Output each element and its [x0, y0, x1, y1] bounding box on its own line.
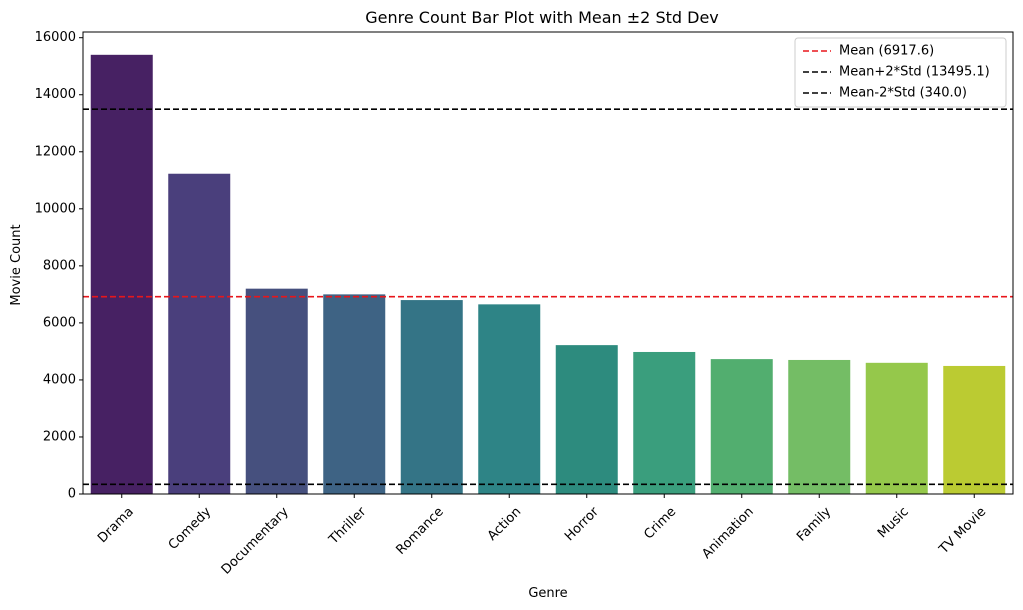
bar-tv-movie — [943, 365, 1006, 494]
bar-drama — [90, 54, 153, 494]
legend-label: Mean+2*Std (13495.1) — [839, 65, 990, 80]
y-tick-label: 6000 — [43, 315, 76, 330]
x-tick-label: Horror — [562, 504, 602, 544]
x-tick-label: Music — [875, 504, 912, 541]
y-tick-label: 10000 — [35, 201, 76, 216]
x-tick-label: Crime — [641, 504, 679, 542]
y-tick-label: 12000 — [35, 144, 76, 159]
bar-thriller — [323, 294, 386, 494]
legend-label: Mean (6917.6) — [839, 44, 934, 59]
y-tick-label: 14000 — [35, 87, 76, 102]
legend-label: Mean-2*Std (340.0) — [839, 86, 967, 101]
x-tick-label: Documentary — [219, 504, 292, 577]
legend: Mean (6917.6) Mean+2*Std (13495.1) Mean-2*… — [794, 37, 1007, 108]
x-tick-label: Animation — [699, 504, 756, 561]
bar-romance — [400, 300, 463, 494]
x-tick-label: Comedy — [166, 504, 215, 553]
plot-area: Drama Comedy Documentary Thriller Romance Act… — [35, 30, 1014, 578]
x-tick-label: TV Movie — [936, 504, 989, 557]
plot-frame — [82, 31, 1014, 495]
bar-comedy — [168, 173, 231, 494]
y-tick-label: 8000 — [43, 258, 76, 273]
bar-music — [865, 362, 928, 494]
bar-action — [478, 304, 541, 494]
x-tick-label: Romance — [393, 504, 446, 557]
bar-crime — [633, 351, 696, 494]
bar-documentary — [245, 288, 308, 494]
y-tick-label: 16000 — [35, 30, 76, 45]
y-axis-label: Movie Count — [9, 224, 24, 305]
x-tick-label: Thriller — [326, 504, 370, 548]
x-tick-label: Family — [794, 504, 834, 544]
legend-box — [794, 37, 1007, 108]
bar-family — [788, 359, 851, 494]
chart-title: Genre Count Bar Plot with Mean ±2 Std De… — [365, 8, 719, 27]
y-tick-label: 4000 — [43, 372, 76, 387]
y-tick-label: 0 — [68, 487, 76, 502]
bar-horror — [555, 345, 618, 494]
bar-animation — [710, 359, 773, 494]
y-tick-label: 2000 — [43, 429, 76, 444]
x-axis-label: Genre — [528, 586, 567, 601]
x-tick-label: Action — [485, 504, 524, 543]
x-tick-label: Drama — [95, 504, 137, 546]
